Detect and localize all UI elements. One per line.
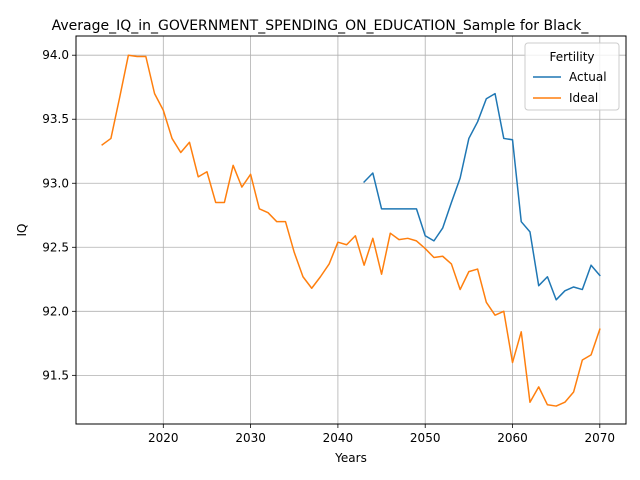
legend-label-ideal: Ideal xyxy=(569,91,598,105)
legend-box xyxy=(524,42,620,111)
legend-label-actual: Actual xyxy=(569,70,607,84)
series-line-actual xyxy=(363,92,601,301)
y-tick-label: 94.0 xyxy=(42,48,69,62)
x-tick-label: 2070 xyxy=(585,431,616,445)
y-axis-label: IQ xyxy=(15,224,29,237)
y-tick-label: 92.0 xyxy=(42,304,69,318)
chart-title: Average_IQ_in_GOVERNMENT_SPENDING_ON_EDU… xyxy=(52,18,590,34)
y-tick-label: 93.5 xyxy=(42,112,69,126)
y-tick-label: 92.5 xyxy=(42,240,69,254)
ticks: 2020 2030 2040 2050 2060 2070 91.5 92.0 92.5 93.0… xyxy=(42,48,615,445)
x-tick-label: 2040 xyxy=(323,431,354,445)
grid xyxy=(76,36,626,424)
x-axis-label: Years xyxy=(334,451,367,465)
y-tick-label: 93.0 xyxy=(42,176,69,190)
x-tick-label: 2060 xyxy=(497,431,528,445)
legend: Fertility Actual Ideal xyxy=(524,42,620,111)
legend-title: Fertility xyxy=(549,50,594,64)
series-line-ideal xyxy=(101,54,601,407)
x-tick-label: 2020 xyxy=(148,431,179,445)
x-tick-label: 2030 xyxy=(235,431,266,445)
series-layer xyxy=(101,54,601,407)
x-tick-label: 2050 xyxy=(410,431,441,445)
y-tick-label: 91.5 xyxy=(42,368,69,382)
plot-frame xyxy=(75,35,627,425)
